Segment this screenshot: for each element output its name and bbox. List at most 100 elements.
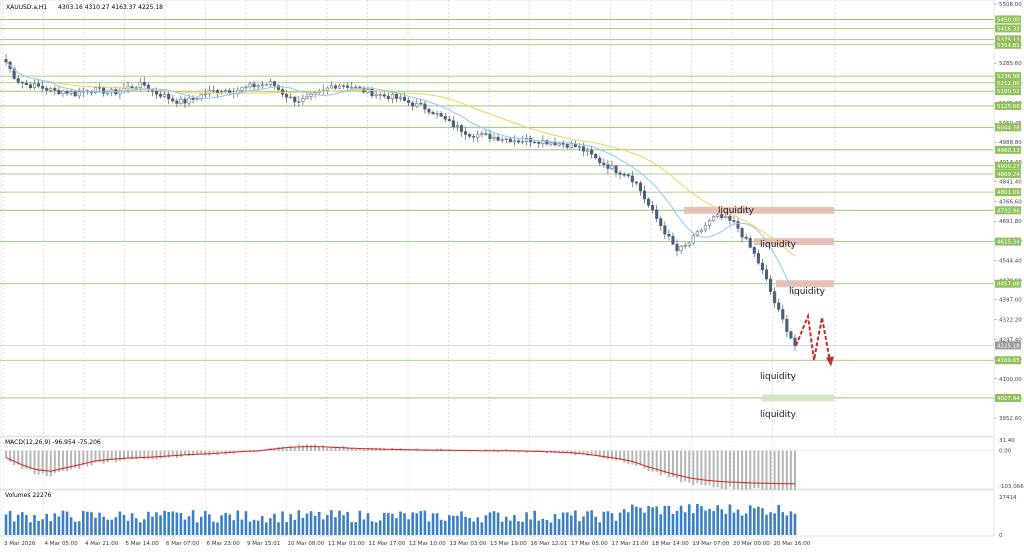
- volume-bar: [334, 517, 337, 535]
- volume-bar: [245, 511, 248, 535]
- macd-histogram-bar: [790, 451, 792, 491]
- macd-histogram-bar: [50, 451, 52, 477]
- volume-bar: [472, 521, 475, 535]
- candle-body: [424, 104, 427, 109]
- volume-bar: [627, 512, 630, 535]
- volume-bar: [741, 515, 744, 535]
- volume-bar: [777, 505, 780, 535]
- volume-pane[interactable]: Volumes 22276: [0, 490, 994, 536]
- volume-bar: [631, 505, 634, 535]
- candle-body: [769, 279, 772, 292]
- candle-body: [562, 143, 565, 144]
- macd-histogram-bar: [188, 451, 190, 456]
- volume-bar: [497, 513, 500, 535]
- candle-body: [37, 84, 40, 87]
- macd-histogram-bar: [294, 447, 296, 451]
- macd-histogram-bar: [757, 451, 759, 488]
- candle-body: [21, 82, 24, 83]
- volume-bar: [733, 513, 736, 535]
- macd-histogram-bar: [432, 451, 434, 452]
- candle-body: [428, 109, 431, 112]
- candle-body: [253, 84, 256, 87]
- macd-histogram-bar: [672, 451, 674, 477]
- candle-body: [712, 217, 715, 221]
- candle-body: [672, 236, 675, 244]
- volume-bar: [753, 508, 756, 535]
- candle-body: [49, 88, 52, 90]
- volume-bar: [481, 522, 484, 535]
- candle-body: [293, 97, 296, 102]
- macd-histogram-bar: [387, 450, 389, 451]
- volume-bar: [180, 513, 183, 535]
- volume-bar: [603, 512, 606, 535]
- candle-body: [481, 134, 484, 135]
- candle-body: [180, 99, 183, 103]
- volume-bar: [383, 513, 386, 535]
- macd-pane[interactable]: MACD(12,26,9) -96.954 -75.206: [0, 437, 994, 492]
- volume-bar: [428, 521, 431, 535]
- candle-body: [159, 94, 162, 96]
- volume-bar: [668, 506, 671, 535]
- macd-histogram-bar: [733, 451, 735, 490]
- candle-body: [98, 87, 101, 88]
- volume-bar: [293, 520, 296, 535]
- price-level-tag-label: 5125.00: [997, 104, 1020, 110]
- volume-bar: [58, 516, 61, 535]
- volume-bar: [399, 512, 402, 535]
- volume-bar: [78, 521, 81, 535]
- macd-histogram-bar: [13, 451, 15, 465]
- macd-histogram-bar: [648, 451, 650, 471]
- price-level-tag-label: 4457.08: [997, 282, 1020, 288]
- volume-bar: [110, 520, 113, 535]
- price-level-tag-label: 4960.13: [997, 148, 1020, 154]
- candle-body: [753, 247, 756, 253]
- volume-bar: [403, 513, 406, 535]
- candle-body: [737, 221, 740, 228]
- volume-bar: [322, 519, 325, 535]
- candle-body: [631, 176, 634, 182]
- candle-body: [594, 154, 597, 158]
- volume-bar: [452, 516, 455, 535]
- macd-histogram-bar: [794, 451, 796, 492]
- time-tick-label: 20 Mar 16:00: [774, 541, 811, 547]
- macd-histogram-bar: [326, 448, 328, 451]
- macd-histogram-bar: [160, 451, 162, 459]
- candle-body: [639, 183, 642, 191]
- candle-body: [456, 125, 459, 126]
- volume-bar: [436, 513, 439, 535]
- volume-bar: [5, 514, 8, 535]
- volume-bar: [143, 519, 146, 535]
- volume-bar: [680, 506, 683, 535]
- volume-bar: [155, 512, 158, 535]
- volume-bar: [66, 512, 69, 535]
- candle-body: [582, 147, 585, 152]
- volume-bar: [106, 520, 109, 535]
- candle-body: [387, 96, 390, 99]
- candle-body: [411, 103, 414, 106]
- candle-body: [407, 100, 410, 102]
- volume-bar: [456, 516, 459, 535]
- volume-bar: [232, 520, 235, 535]
- volume-bar: [13, 521, 16, 535]
- candle-body: [611, 166, 614, 169]
- volume-bar: [367, 513, 370, 535]
- price-level-tag-label: 5416.33: [997, 26, 1020, 32]
- volume-bar: [424, 511, 427, 535]
- volume-bar: [643, 513, 646, 535]
- candle-body: [550, 143, 553, 144]
- volume-bar: [444, 521, 447, 535]
- macd-histogram-bar: [151, 451, 153, 460]
- volume-bar: [176, 512, 179, 535]
- macd-histogram-bar: [322, 445, 324, 451]
- price-pane[interactable]: XAUUSD.a,H1 4303.16 4310.27 4163.37 4225…: [0, 0, 994, 436]
- macd-histogram-bar: [184, 451, 186, 454]
- volume-bar: [493, 511, 496, 535]
- macd-histogram-bar: [607, 451, 609, 460]
- macd-histogram-bar: [115, 451, 117, 462]
- volume-bar: [659, 514, 662, 535]
- macd-histogram-bar: [86, 451, 88, 467]
- macd-histogram-bar: [782, 451, 784, 491]
- volume-bar: [359, 511, 362, 535]
